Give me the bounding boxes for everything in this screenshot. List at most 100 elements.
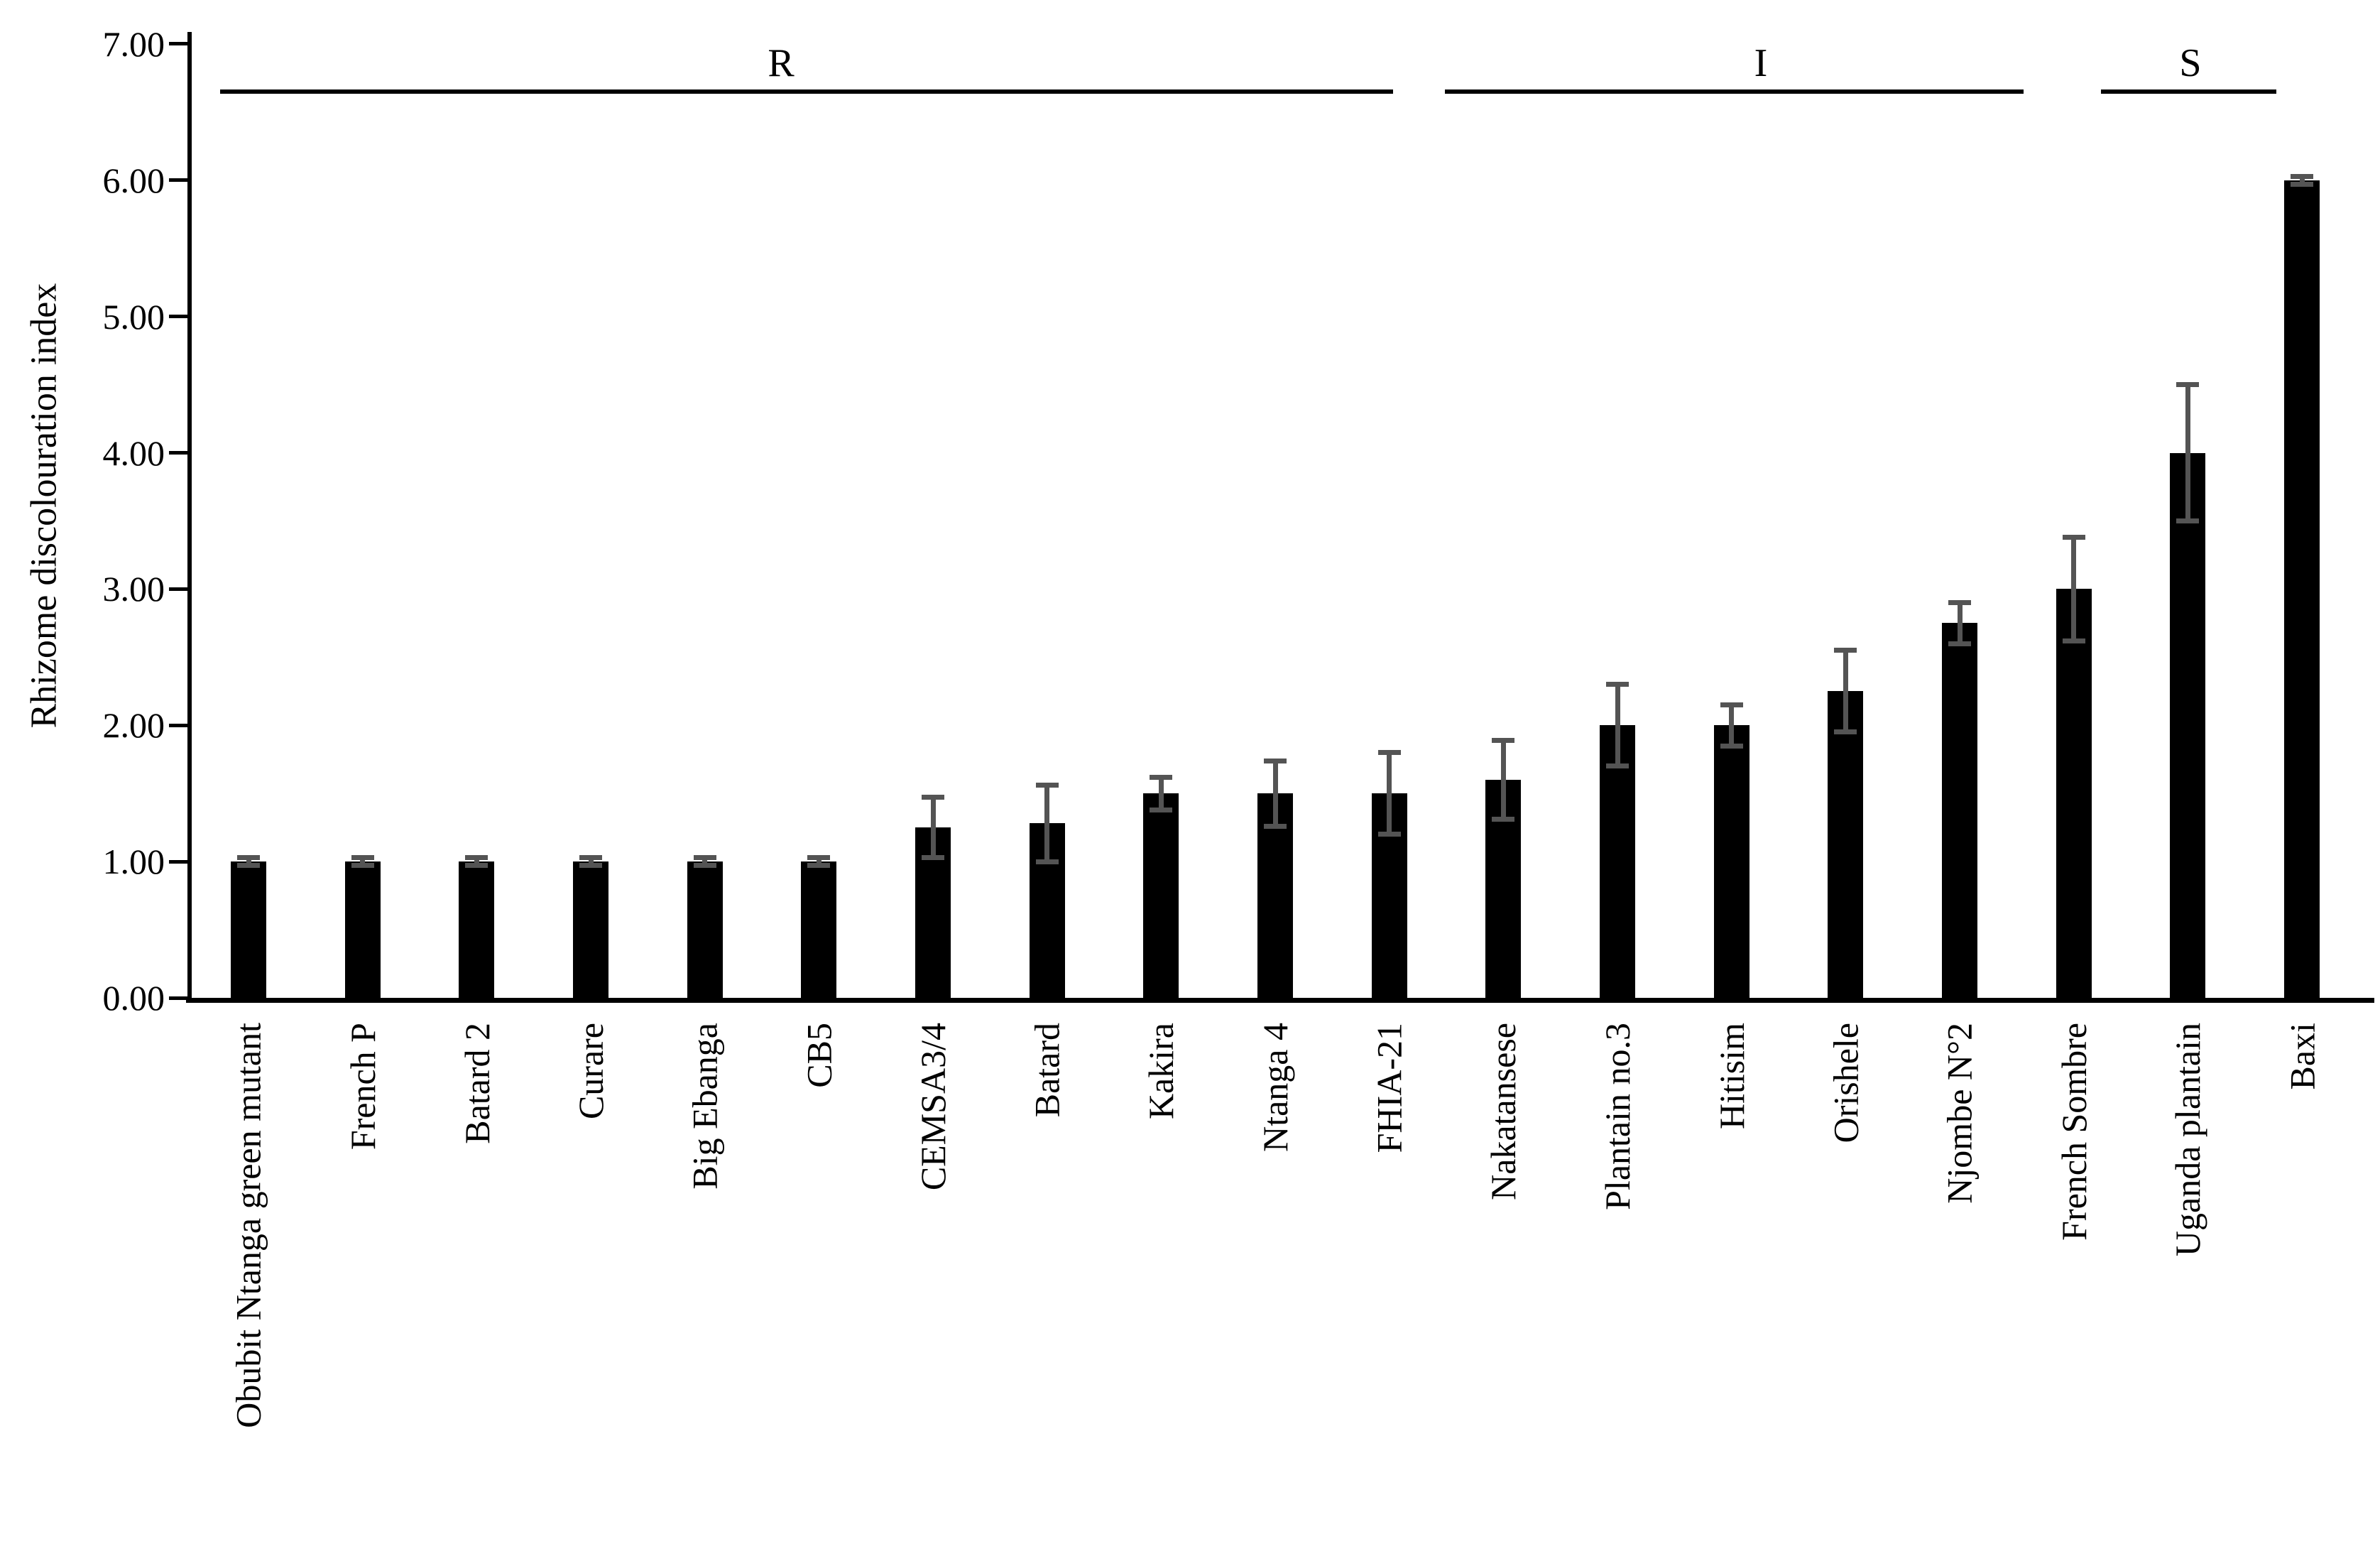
error-bar-cap [1834, 729, 1857, 735]
x-axis-category-label: Kakira [1141, 1023, 1181, 1120]
error-bar-cap [1377, 750, 1401, 756]
error-bar-cap [2062, 535, 2085, 540]
y-tick-mark [169, 996, 190, 1000]
x-axis-category-label: Hitisim [1711, 1023, 1752, 1130]
y-tick-mark [169, 723, 190, 727]
error-bar-cap [807, 854, 831, 860]
error-bar-whisker [1843, 650, 1848, 732]
error-bar-cap [1948, 600, 1972, 606]
group-line-I [1445, 89, 2024, 94]
error-bar-cap [693, 854, 716, 860]
error-bar-cap [1264, 758, 1287, 763]
y-tick-mark [169, 42, 190, 46]
error-bar-whisker [246, 857, 251, 866]
y-tick-mark [169, 315, 190, 319]
error-bar-cap [465, 854, 488, 860]
bar [231, 861, 266, 998]
error-bar-cap [1948, 641, 1972, 646]
bar [573, 861, 608, 998]
bar [1600, 725, 1636, 998]
y-axis-line [187, 32, 192, 1003]
error-bar-whisker [1729, 705, 1735, 746]
error-bar-cap [1492, 737, 1515, 743]
y-tick-mark [169, 859, 190, 864]
x-axis-category-label: Batard [1027, 1023, 1067, 1118]
y-tick-label: 0.00 [102, 978, 165, 1018]
y-tick-label: 6.00 [102, 160, 165, 200]
x-axis-line [186, 998, 2374, 1003]
error-bar-cap [1606, 682, 1630, 687]
group-line-R [220, 89, 1393, 94]
x-axis-category-label: CB5 [799, 1023, 839, 1088]
y-tick-label: 5.00 [102, 296, 165, 337]
error-bar-cap [1834, 648, 1857, 653]
x-axis-category-label: Uganda plantain [2168, 1023, 2208, 1257]
error-bar-cap [1035, 859, 1059, 864]
y-tick-mark [169, 178, 190, 183]
bar [459, 861, 495, 998]
bar [801, 861, 837, 998]
bar [1143, 793, 1179, 998]
x-axis-category-label: FHIA-21 [1369, 1023, 1409, 1153]
error-bar-cap [1606, 763, 1630, 769]
error-bar-cap [693, 863, 716, 869]
x-axis-category-label: Orishele [1825, 1023, 1866, 1143]
error-bar-whisker [1044, 785, 1050, 862]
error-bar-cap [1377, 832, 1401, 837]
y-axis-title: Rhizome discolouration index [23, 283, 65, 729]
error-bar-cap [1035, 783, 1059, 788]
x-axis-category-label: French P [342, 1023, 383, 1151]
error-bar-cap [351, 854, 374, 860]
bar [2056, 589, 2092, 998]
error-bar-cap [579, 854, 602, 860]
group-label-I: I [1754, 41, 1768, 85]
error-bar-cap [1150, 774, 1173, 780]
y-tick-label: 3.00 [102, 569, 165, 609]
error-bar-whisker [1615, 684, 1620, 766]
error-bar-cap [237, 863, 260, 869]
error-bar-cap [351, 863, 374, 869]
error-bar-cap [1264, 823, 1287, 829]
error-bar-whisker [1387, 752, 1392, 834]
x-axis-category-label: Ntanga 4 [1255, 1023, 1296, 1152]
error-bar-cap [807, 863, 831, 869]
group-label-S: S [2179, 41, 2202, 85]
x-axis-category-label: Baxi [2282, 1023, 2322, 1090]
bar [2170, 452, 2206, 998]
error-bar-cap [2176, 518, 2200, 523]
error-bar-cap [237, 854, 260, 860]
error-bar-whisker [702, 857, 708, 866]
error-bar-whisker [1957, 602, 1963, 644]
x-axis-category-label: Plantain no.3 [1598, 1023, 1638, 1210]
group-label-R: R [768, 41, 795, 85]
error-bar-cap [579, 863, 602, 869]
x-axis-category-label: French Sombre [2053, 1023, 2094, 1241]
error-bar-cap [1720, 702, 1743, 707]
x-axis-category-label: Obubit Ntanga green mutant [229, 1023, 268, 1428]
error-bar-cap [2291, 173, 2314, 179]
bar [344, 861, 381, 998]
bar [1713, 725, 1749, 998]
error-bar-cap [922, 854, 945, 860]
x-axis-category-label: CEMSA3/4 [913, 1023, 954, 1191]
error-bar-whisker [1500, 740, 1506, 820]
group-line-S [2101, 89, 2276, 94]
error-bar-whisker [1272, 761, 1278, 827]
error-bar-cap [465, 863, 488, 869]
error-bar-whisker [2185, 384, 2190, 521]
error-bar-whisker [2299, 176, 2305, 185]
error-bar-whisker [474, 857, 479, 866]
bar [687, 861, 723, 998]
y-tick-label: 4.00 [102, 433, 165, 473]
error-bar-cap [1720, 743, 1743, 749]
bar [2284, 180, 2320, 998]
error-bar-whisker [1158, 777, 1164, 810]
error-bar-cap [2176, 382, 2200, 388]
error-bar-cap [1150, 807, 1173, 812]
bar [1828, 691, 1864, 998]
error-bar-whisker [588, 857, 594, 866]
error-bar-whisker [2071, 537, 2077, 641]
error-bar-cap [922, 795, 945, 800]
x-axis-category-label: Batard 2 [457, 1023, 497, 1144]
